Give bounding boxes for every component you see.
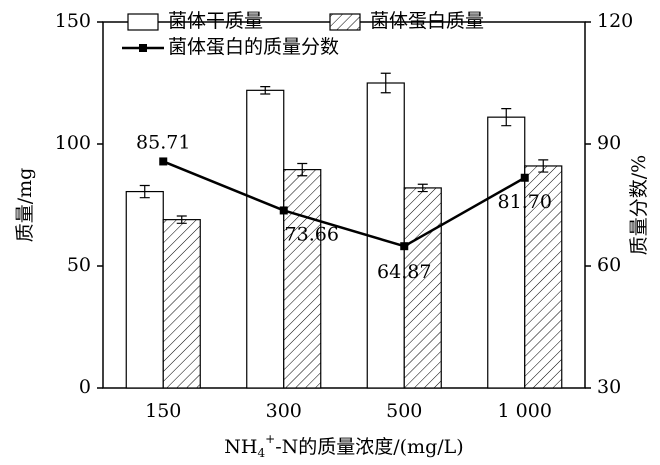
bar <box>283 169 322 389</box>
line <box>162 160 526 248</box>
x-axis-title-sup: + <box>265 432 275 446</box>
line-marker <box>400 242 409 251</box>
legend-label: 菌体蛋白的质量分数 <box>168 36 339 58</box>
bar <box>246 89 285 389</box>
error-bar <box>380 72 391 94</box>
y-tick-label: 0 <box>79 376 91 398</box>
bar <box>125 190 164 389</box>
error-bar <box>297 162 308 177</box>
line-marker <box>279 206 288 215</box>
x-tick-label: 300 <box>266 400 302 422</box>
line-marker <box>520 173 529 182</box>
legend-label: 菌体蛋白质量 <box>370 10 484 32</box>
error-bar <box>538 159 549 173</box>
x-tick-label: 150 <box>145 400 181 422</box>
y2-tick-label: 120 <box>597 10 633 32</box>
legend-swatch <box>127 13 159 31</box>
x-axis-title-part: -N的质量浓度/(mg/L) <box>275 436 463 458</box>
bar <box>162 219 201 389</box>
error-bar <box>501 108 512 127</box>
data-label: 64.87 <box>377 261 431 283</box>
legend-label: 菌体干质量 <box>168 10 263 32</box>
y-tick-label: 150 <box>55 10 91 32</box>
x-axis-title: NH4+-N的质量浓度/(mg/L) <box>224 432 463 460</box>
line-marker <box>159 157 168 166</box>
error-bar <box>176 215 187 224</box>
y-tick-label: 50 <box>67 254 91 276</box>
y2-axis-title: 质量分数/% <box>628 155 650 255</box>
data-label: 85.71 <box>136 131 190 153</box>
bar <box>366 82 405 389</box>
y2-tick-label: 90 <box>597 132 621 154</box>
error-bar <box>139 184 150 199</box>
y-axis-title: 质量/mg <box>14 168 36 243</box>
x-tick-label: 1 000 <box>498 400 552 422</box>
y2-tick-label: 60 <box>597 254 621 276</box>
bar <box>524 165 563 389</box>
y2-tick-label: 30 <box>597 376 621 398</box>
bar <box>403 187 442 389</box>
error-bar <box>417 183 428 193</box>
x-axis-title-sub: 4 <box>258 446 266 460</box>
x-tick-label: 500 <box>386 400 422 422</box>
x-axis-title-part: NH <box>224 436 257 458</box>
y-tick-label: 100 <box>55 132 91 154</box>
data-label: 73.66 <box>285 223 339 245</box>
legend-swatch <box>139 44 147 52</box>
error-bar <box>260 86 271 95</box>
data-label: 81.70 <box>498 191 552 213</box>
legend-swatch <box>329 13 361 31</box>
bar <box>487 116 526 389</box>
